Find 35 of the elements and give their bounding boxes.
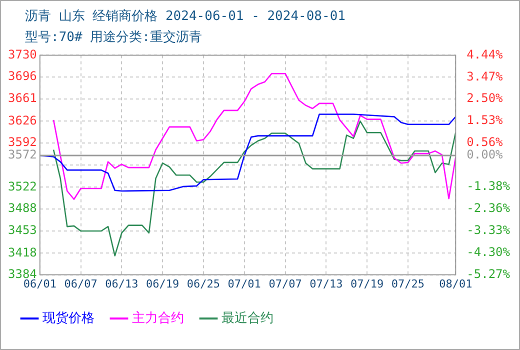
y2-tick-label: -4.30%: [466, 244, 511, 259]
y2-tick-label: -3.33%: [466, 223, 511, 238]
y-tick-label: 3730: [8, 47, 37, 62]
y2-tick-label: -1.38%: [466, 178, 511, 193]
y-tick-label: 3626: [8, 113, 37, 128]
y2-tick-label: 0.00%: [466, 148, 504, 162]
y-tick-label: 3488: [8, 200, 37, 215]
y-tick-label: 3453: [8, 223, 37, 238]
x-tick-label: 06/13: [105, 277, 138, 290]
y-tick-label: 3592: [8, 134, 37, 149]
x-tick-label: 06/25: [186, 277, 220, 290]
x-tick-label: 07/25: [391, 277, 425, 290]
y2-tick-label: -2.36%: [466, 201, 511, 216]
y-tick-label: 3522: [8, 179, 37, 194]
x-tick-label: 07/19: [350, 277, 384, 290]
y-tick-label: 3696: [8, 68, 37, 83]
chart-title: 沥青 山东 经销商价格 2024-06-01 - 2024-08-01: [25, 8, 346, 25]
y-tick-label: 3418: [8, 245, 37, 260]
y-tick-label: 3572: [8, 148, 37, 162]
x-tick-label: 07/13: [310, 277, 343, 290]
x-tick-label: 06/19: [146, 277, 180, 290]
y2-tick-label: 4.44%: [466, 47, 504, 62]
y-tick-label: 3661: [8, 91, 37, 106]
x-tick-label: 07/01: [228, 277, 261, 290]
y2-tick-label: 1.53%: [466, 113, 504, 128]
y2-tick-label: 3.47%: [466, 69, 504, 84]
y2-tick-label: 0.56%: [466, 135, 504, 150]
x-tick-label: 07/07: [268, 277, 302, 290]
legend-label: 主力合约: [132, 310, 184, 326]
legend-label: 最近合约: [222, 310, 274, 326]
legend-label: 现货价格: [42, 310, 94, 326]
x-tick-label: 06/01: [23, 277, 56, 290]
y2-tick-label: 2.50%: [466, 91, 504, 106]
x-tick-label: 06/07: [64, 277, 98, 290]
chart-subtitle: 型号:70# 用途分类:重交沥青: [25, 29, 202, 46]
